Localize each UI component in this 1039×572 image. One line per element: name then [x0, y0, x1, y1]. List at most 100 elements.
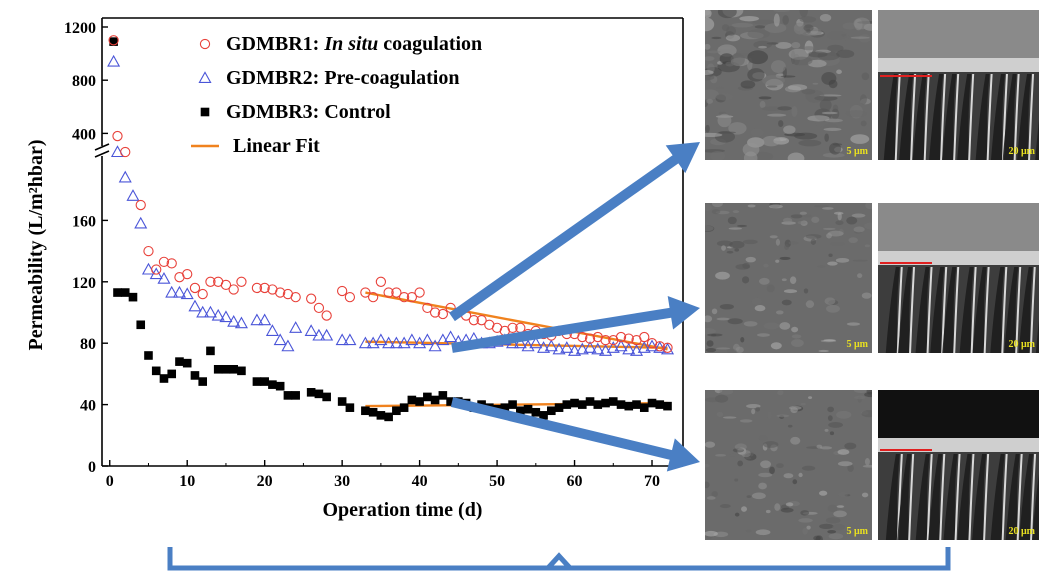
data-point-series-1 [344, 291, 356, 303]
data-point-series-2 [552, 342, 566, 355]
texture-grain [822, 152, 845, 158]
texture-grain [742, 239, 758, 245]
texture-grain [705, 463, 710, 468]
data-point-series-3 [516, 406, 525, 416]
texture-grain [829, 142, 842, 155]
scale-label: 5 μm [846, 146, 869, 157]
data-point-series-3 [268, 380, 277, 389]
data-point-series-3 [392, 406, 401, 416]
data-point-series-3 [159, 374, 169, 383]
pore [1035, 319, 1039, 353]
micrograph-surface-1: 5 μm [705, 10, 872, 160]
data-point-series-1 [158, 256, 170, 267]
pore [899, 74, 914, 160]
texture-grain [705, 315, 713, 323]
texture-grain [735, 346, 744, 353]
texture-grain [747, 68, 765, 82]
texture-grain [812, 82, 819, 85]
x-tick-label: 50 [489, 473, 505, 490]
texture-grain [773, 10, 790, 13]
data-point-series-1 [600, 334, 611, 346]
pore-wall [1001, 73, 1008, 160]
texture-grain [791, 56, 813, 66]
texture-grain [705, 327, 716, 335]
texture-grain [766, 113, 787, 117]
texture-grain [864, 244, 871, 248]
texture-grain [781, 299, 792, 306]
pore [885, 454, 900, 540]
data-point-series-2 [358, 336, 372, 349]
texture-grain [791, 339, 804, 347]
data-point-series-3 [113, 288, 122, 297]
y-axis-label: Permeability (L/m²hbar) [25, 140, 47, 351]
pore [1017, 74, 1032, 160]
data-point-series-2 [227, 314, 241, 327]
texture-grain [853, 17, 871, 30]
texture-grain [813, 205, 829, 208]
texture-grain [798, 472, 803, 478]
data-point-series-2 [250, 313, 264, 326]
texture-grain [705, 43, 711, 50]
texture-grain [822, 207, 834, 210]
texture-grain [758, 96, 772, 100]
data-point-series-1 [143, 245, 154, 257]
texture-grain [846, 216, 858, 225]
texture-grain [866, 390, 872, 395]
pore [972, 454, 987, 540]
texture-grain [716, 240, 733, 247]
data-point-series-2 [591, 342, 605, 355]
texture-grain [827, 415, 833, 422]
pore-wall [1013, 73, 1020, 160]
texture-grain [845, 110, 867, 118]
data-point-series-2 [660, 342, 675, 355]
texture-grain [715, 93, 733, 101]
texture-grain [819, 94, 842, 97]
arrow [451, 295, 700, 353]
texture-grain [727, 318, 743, 325]
data-point-series-1 [313, 302, 325, 314]
data-point-series-3 [624, 401, 634, 411]
texture-grain [798, 139, 822, 147]
pore [957, 454, 972, 540]
texture-grain [836, 49, 855, 59]
texture-grain [828, 253, 833, 257]
texture-grain [715, 454, 727, 457]
data-point-series-2 [428, 339, 442, 352]
texture-grain [800, 510, 810, 516]
data-point-series-3 [175, 357, 184, 366]
texture-grain [711, 209, 721, 215]
texture-grain [776, 414, 790, 418]
pore-wall [939, 453, 946, 540]
texture-grain [736, 224, 748, 227]
data-point-series-3 [601, 398, 610, 408]
y-tick-label: 0 [88, 459, 96, 476]
texture-grain [810, 238, 816, 245]
scale-label: 5 μm [846, 526, 869, 537]
texture-grain [755, 406, 761, 412]
pore [972, 267, 987, 353]
legend-text: GDMBR1: [226, 33, 324, 55]
texture-grain [777, 390, 784, 396]
data-point-series-3 [500, 403, 510, 412]
texture-grain [819, 13, 832, 22]
texture-grain [766, 284, 775, 293]
pore-wall [954, 453, 961, 540]
bracket-line [167, 547, 951, 571]
x-tick-label: 20 [257, 473, 273, 490]
data-point-series-3 [415, 397, 424, 406]
texture-grain [711, 36, 722, 40]
texture-grain [861, 72, 870, 81]
data-point-series-1 [306, 293, 317, 304]
y-tick-label: 120 [72, 275, 96, 292]
texture-grain [802, 46, 816, 51]
data-point-series-1 [197, 288, 208, 300]
texture-grain [819, 98, 832, 112]
texture-grain [773, 13, 780, 27]
data-point-series-2 [335, 333, 349, 346]
texture-grain [740, 336, 745, 343]
micrograph-texture [705, 390, 872, 540]
texture-grain [848, 237, 858, 244]
x-tick-label: 70 [644, 473, 660, 490]
texture-grain [783, 289, 798, 294]
texture-grain [801, 88, 816, 95]
